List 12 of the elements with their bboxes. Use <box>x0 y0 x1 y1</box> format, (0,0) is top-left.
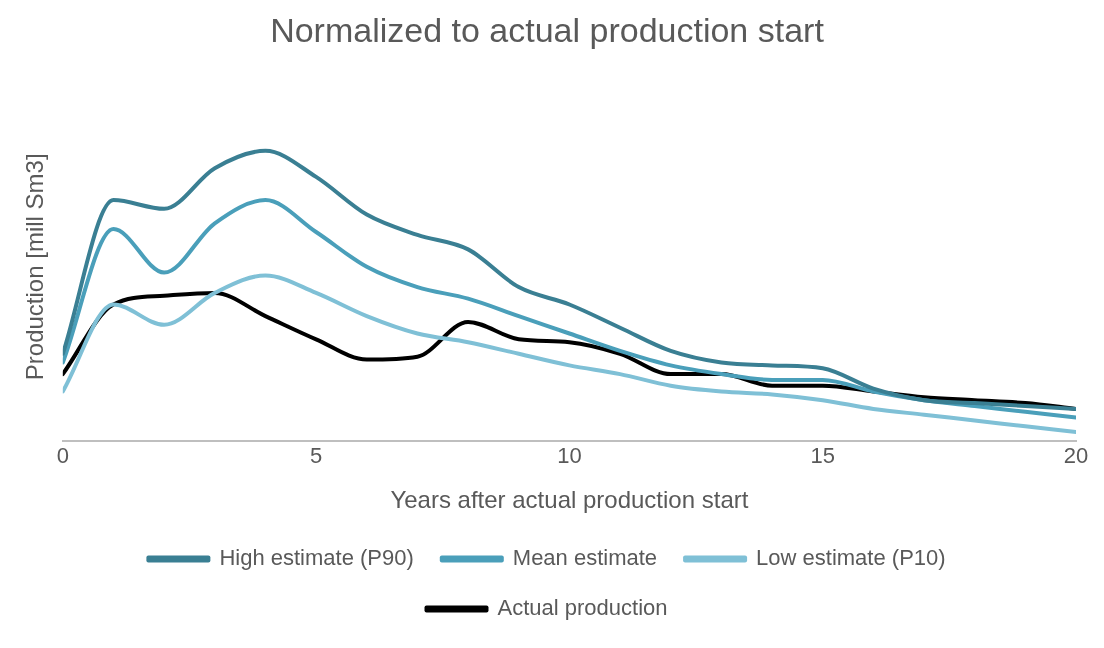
x-tick-label: 0 <box>56 443 69 469</box>
x-tick-label: 20 <box>1063 443 1089 469</box>
x-tick-label: 15 <box>810 443 835 469</box>
legend-label: Low estimate (P10) <box>756 545 946 571</box>
y-axis-title: Production [mill Sm3] <box>21 153 49 381</box>
x-tick-label: 10 <box>557 443 582 469</box>
legend-label: High estimate (P90) <box>219 545 414 571</box>
legend-label: Mean estimate <box>512 545 658 571</box>
legend-label: Actual production <box>497 595 668 621</box>
x-axis-title: Years after actual production start <box>390 486 749 514</box>
chart-title: Normalized to actual production start <box>270 10 825 49</box>
x-tick-label: 5 <box>309 443 323 469</box>
